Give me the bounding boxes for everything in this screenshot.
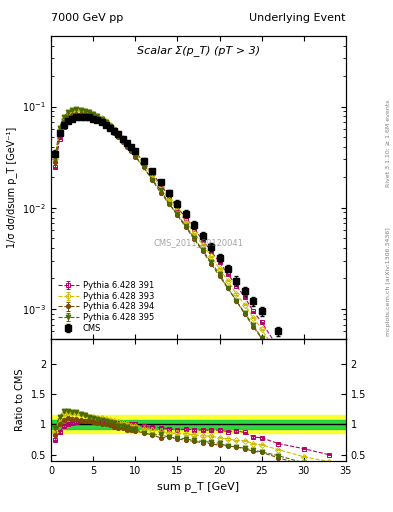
Text: Rivet 3.1.10; ≥ 1.6M events: Rivet 3.1.10; ≥ 1.6M events — [386, 100, 391, 187]
X-axis label: sum p_T [GeV]: sum p_T [GeV] — [158, 481, 239, 492]
Y-axis label: 1/σ dσ/dsum p_T [GeV⁻¹]: 1/σ dσ/dsum p_T [GeV⁻¹] — [6, 127, 17, 248]
Text: Underlying Event: Underlying Event — [249, 13, 346, 23]
Legend: Pythia 6.428 391, Pythia 6.428 393, Pythia 6.428 394, Pythia 6.428 395, CMS: Pythia 6.428 391, Pythia 6.428 393, Pyth… — [55, 279, 157, 335]
Text: 7000 GeV pp: 7000 GeV pp — [51, 13, 123, 23]
Text: Scalar Σ(p_T) (pT > 3): Scalar Σ(p_T) (pT > 3) — [137, 45, 260, 56]
Text: CMS_2011_S9120041: CMS_2011_S9120041 — [154, 238, 243, 247]
Text: mcplots.cern.ch [arXiv:1306.3436]: mcplots.cern.ch [arXiv:1306.3436] — [386, 227, 391, 336]
Y-axis label: Ratio to CMS: Ratio to CMS — [15, 369, 25, 431]
